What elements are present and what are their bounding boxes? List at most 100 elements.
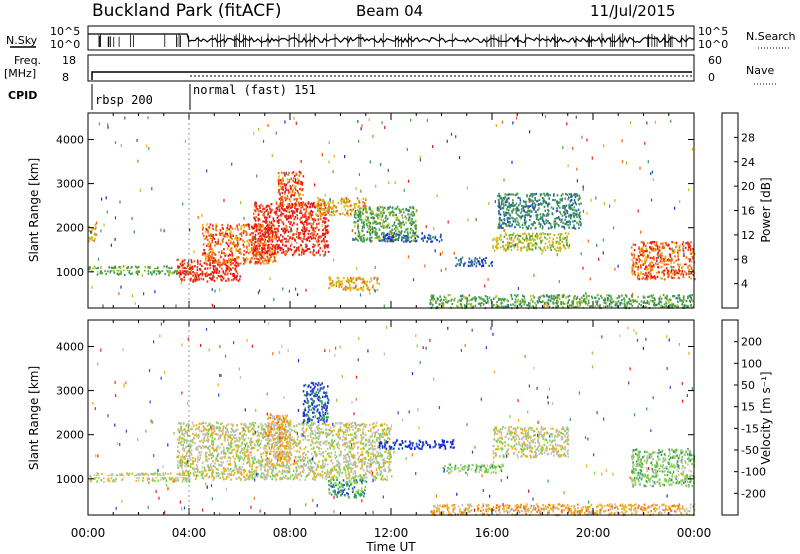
data-cell <box>290 227 292 230</box>
data-cell <box>164 476 167 479</box>
data-cell <box>556 209 559 212</box>
data-cell <box>354 221 357 224</box>
data-cell <box>538 203 541 206</box>
data-cell <box>557 216 560 219</box>
data-cell <box>257 232 260 235</box>
data-cell <box>532 244 535 247</box>
data-cell <box>255 215 257 219</box>
data-cell <box>641 259 643 262</box>
data-cell <box>238 223 240 226</box>
data-cell <box>368 224 371 227</box>
data-cell <box>556 194 559 197</box>
data-cell <box>114 237 116 241</box>
data-cell <box>270 231 272 234</box>
data-cell <box>689 300 692 303</box>
data-cell <box>284 215 287 218</box>
data-cell <box>262 242 264 245</box>
data-cell <box>363 238 365 241</box>
data-cell <box>201 265 203 268</box>
data-cell <box>268 246 270 249</box>
data-cell <box>553 296 555 299</box>
data-cell <box>683 304 686 307</box>
data-cell <box>511 216 513 219</box>
data-cell <box>610 298 613 301</box>
data-cell <box>263 213 265 216</box>
data-cell <box>439 299 442 302</box>
data-cell <box>355 216 357 219</box>
data-cell <box>519 197 521 200</box>
data-cell <box>201 228 204 231</box>
data-cell <box>260 254 263 257</box>
data-cell <box>572 302 574 305</box>
data-cell <box>328 286 331 289</box>
data-cell <box>324 210 326 213</box>
data-cell <box>234 277 236 280</box>
data-cell <box>544 115 547 118</box>
data-cell <box>275 243 278 246</box>
data-cell <box>517 248 519 251</box>
data-cell <box>305 216 307 220</box>
data-cell <box>302 194 304 197</box>
data-cell <box>507 197 509 200</box>
data-cell <box>362 289 365 292</box>
data-cell <box>609 301 612 304</box>
data-cell <box>637 273 640 276</box>
data-cell <box>363 222 365 225</box>
data-cell <box>276 208 279 211</box>
data-cell <box>556 299 558 302</box>
data-cell <box>278 206 280 209</box>
data-cell <box>335 206 337 209</box>
data-cell <box>114 141 117 145</box>
data-cell <box>356 197 359 200</box>
data-cell <box>497 195 499 198</box>
data-cell <box>658 302 660 305</box>
data-cell <box>548 296 550 299</box>
data-cell <box>177 479 179 482</box>
data-cell <box>281 239 284 242</box>
data-cell <box>659 253 662 257</box>
data-cell <box>674 255 676 258</box>
data-cell <box>547 205 549 208</box>
data-cell <box>234 268 237 271</box>
data-cell <box>636 276 639 279</box>
data-cell <box>267 244 269 247</box>
data-cell <box>221 279 223 282</box>
data-cell <box>303 252 305 255</box>
data-cell <box>250 232 253 235</box>
data-cell <box>266 204 268 207</box>
data-cell <box>210 257 212 260</box>
data-cell <box>151 479 154 482</box>
data-cell <box>105 196 107 200</box>
data-cell <box>573 295 575 298</box>
data-cell <box>690 266 693 269</box>
data-cell <box>359 207 361 210</box>
data-cell <box>687 305 689 308</box>
data-cell <box>324 232 327 235</box>
data-cell <box>289 185 291 188</box>
data-cell <box>98 122 100 126</box>
data-cell <box>518 234 520 237</box>
data-cell <box>398 222 401 225</box>
data-cell <box>286 207 289 210</box>
data-cell <box>116 474 118 477</box>
data-cell <box>545 193 548 196</box>
data-cell <box>652 247 655 250</box>
data-cell <box>687 295 689 298</box>
data-cell <box>578 301 581 304</box>
data-cell <box>523 300 526 303</box>
data-cell <box>512 244 514 247</box>
data-cell <box>577 305 579 308</box>
data-cell <box>508 204 511 207</box>
data-cell <box>645 248 647 251</box>
data-cell <box>328 209 330 212</box>
data-cell <box>308 229 310 232</box>
data-cell <box>281 251 283 254</box>
data-cell <box>363 220 365 223</box>
data-cell <box>557 205 560 208</box>
data-cell <box>174 269 176 272</box>
data-cell <box>538 207 540 210</box>
data-cell <box>255 225 258 228</box>
data-cell <box>258 236 261 239</box>
data-cell <box>302 202 304 205</box>
data-cell <box>212 264 214 267</box>
